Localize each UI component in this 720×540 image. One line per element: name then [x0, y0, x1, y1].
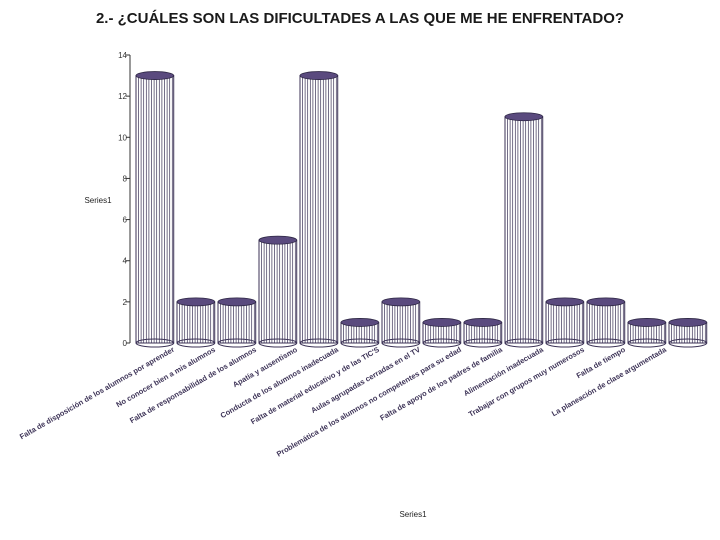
bar-base [381, 338, 421, 348]
bar-body [299, 75, 339, 344]
bar-cap [135, 71, 175, 80]
bar-base [422, 338, 462, 348]
bar-stripes [507, 116, 542, 343]
bar [340, 318, 380, 348]
bar-base [340, 338, 380, 348]
bar-base [504, 338, 544, 348]
bar-body [586, 301, 626, 344]
bar [422, 318, 462, 348]
y-axis-label: Series1 [84, 196, 112, 205]
bar-body [258, 239, 298, 344]
y-tick-label: 2 [123, 298, 128, 307]
bar-base [586, 338, 626, 348]
bar-cap [299, 71, 339, 80]
bar [299, 71, 339, 348]
y-tick-label: 12 [118, 92, 127, 101]
bar-stripes [302, 75, 337, 343]
bar-cap [545, 297, 585, 307]
bar-stripes [671, 322, 706, 343]
bar-stripes [384, 301, 419, 343]
bar-cap [381, 297, 421, 307]
bar [627, 318, 667, 348]
bar-cap [463, 318, 503, 327]
bar-cap [176, 297, 216, 307]
bar-base [176, 338, 216, 348]
bar-cap [340, 318, 380, 327]
bar-cap [627, 318, 667, 327]
y-tick-label: 4 [123, 257, 128, 266]
bar-body [135, 75, 175, 344]
bar-cap [217, 297, 257, 307]
bar-base [135, 338, 175, 348]
bar-stripes [179, 301, 214, 343]
bar-stripes [589, 301, 624, 343]
bar [463, 318, 503, 348]
bar-cap [586, 297, 626, 307]
x-category-label: Problemática de los alumnos no competent… [275, 345, 463, 459]
y-tick-label: 0 [123, 339, 128, 348]
y-tick-label: 6 [123, 216, 128, 225]
bar-stripes [261, 240, 296, 343]
chart-title: 2.- ¿CUÁLES SON LAS DIFICULTADES A LAS Q… [95, 10, 625, 27]
bar-cap [258, 235, 298, 245]
bar-body [504, 116, 544, 344]
x-category-label: Falta de disposición de los alumnos por … [18, 345, 176, 441]
bar-body [381, 301, 421, 344]
bar [668, 318, 708, 348]
bar-stripes [630, 322, 665, 343]
bar-cap [668, 318, 708, 327]
bar-base [668, 338, 708, 348]
bar-stripes [466, 322, 501, 343]
bar-stripes [138, 75, 173, 343]
bar-body [217, 301, 257, 344]
bar-stripes [548, 301, 583, 343]
bar-body [176, 301, 216, 344]
y-tick-label: 10 [118, 133, 127, 142]
bar-base [217, 338, 257, 348]
bar-base [627, 338, 667, 348]
bar [504, 112, 544, 348]
bar [258, 235, 298, 348]
bar-base [258, 338, 298, 348]
bar-stripes [220, 301, 255, 343]
y-tick-label: 8 [123, 174, 128, 183]
bar-stripes [343, 322, 378, 343]
bar [176, 297, 216, 348]
y-tick-label: 14 [118, 51, 127, 60]
bar [545, 297, 585, 348]
bar [381, 297, 421, 348]
bar-base [545, 338, 585, 348]
bar [217, 297, 257, 348]
bar-base [299, 338, 339, 348]
bar-cap [422, 318, 462, 327]
bar-stripes [425, 322, 460, 343]
bar-cap [504, 112, 544, 122]
bar-base [463, 338, 503, 348]
bar [586, 297, 626, 348]
x-axis-label: Series1 [399, 510, 427, 519]
bar-body [545, 301, 585, 344]
bar [135, 71, 175, 348]
